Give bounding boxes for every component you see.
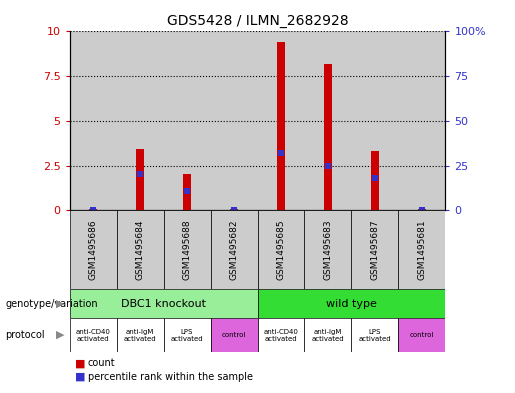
Title: GDS5428 / ILMN_2682928: GDS5428 / ILMN_2682928 xyxy=(167,14,348,28)
Bar xyxy=(258,289,445,318)
Text: anti-CD40
activated: anti-CD40 activated xyxy=(76,329,110,342)
Text: GSM1495687: GSM1495687 xyxy=(370,219,380,280)
Text: control: control xyxy=(222,332,246,338)
Bar xyxy=(211,31,258,210)
Text: GSM1495683: GSM1495683 xyxy=(323,219,333,280)
Text: percentile rank within the sample: percentile rank within the sample xyxy=(88,372,252,382)
Text: control: control xyxy=(410,332,434,338)
Bar xyxy=(116,318,164,352)
Point xyxy=(418,207,426,213)
Bar xyxy=(70,289,258,318)
Point xyxy=(230,207,238,213)
Bar xyxy=(399,210,445,289)
Bar xyxy=(70,31,116,210)
Text: count: count xyxy=(88,358,115,368)
Bar xyxy=(399,31,445,210)
Bar xyxy=(211,318,258,352)
Bar xyxy=(277,42,285,210)
Text: ▶: ▶ xyxy=(56,330,64,340)
Point xyxy=(136,171,144,178)
Text: GSM1495681: GSM1495681 xyxy=(418,219,426,280)
Text: GSM1495685: GSM1495685 xyxy=(277,219,285,280)
Point xyxy=(324,162,332,169)
Text: GSM1495682: GSM1495682 xyxy=(230,219,238,280)
Text: DBC1 knockout: DBC1 knockout xyxy=(121,299,206,309)
Bar xyxy=(304,31,352,210)
Text: protocol: protocol xyxy=(5,330,45,340)
Text: anti-IgM
activated: anti-IgM activated xyxy=(312,329,345,342)
Bar xyxy=(258,210,304,289)
Text: GSM1495688: GSM1495688 xyxy=(182,219,192,280)
Bar xyxy=(230,209,238,210)
Bar xyxy=(371,151,379,210)
Text: ■: ■ xyxy=(75,372,85,382)
Bar xyxy=(136,149,144,210)
Bar xyxy=(89,209,97,210)
Bar xyxy=(304,210,352,289)
Bar xyxy=(211,210,258,289)
Bar xyxy=(304,318,352,352)
Point xyxy=(183,187,191,194)
Bar xyxy=(116,31,164,210)
Text: ■: ■ xyxy=(75,358,85,368)
Point xyxy=(371,175,379,181)
Bar xyxy=(324,64,332,210)
Bar xyxy=(164,318,211,352)
Bar xyxy=(352,31,399,210)
Text: genotype/variation: genotype/variation xyxy=(5,299,98,309)
Text: ▶: ▶ xyxy=(56,299,64,309)
Bar xyxy=(164,210,211,289)
Bar xyxy=(399,318,445,352)
Text: anti-CD40
activated: anti-CD40 activated xyxy=(264,329,298,342)
Bar xyxy=(164,31,211,210)
Bar xyxy=(70,318,116,352)
Text: GSM1495684: GSM1495684 xyxy=(135,219,145,280)
Bar xyxy=(258,31,304,210)
Text: anti-IgM
activated: anti-IgM activated xyxy=(124,329,157,342)
Point xyxy=(89,207,97,213)
Point xyxy=(277,150,285,156)
Bar xyxy=(352,210,399,289)
Text: wild type: wild type xyxy=(326,299,377,309)
Text: LPS
activated: LPS activated xyxy=(170,329,203,342)
Bar xyxy=(418,209,426,210)
Text: GSM1495686: GSM1495686 xyxy=(89,219,97,280)
Bar xyxy=(258,318,304,352)
Text: LPS
activated: LPS activated xyxy=(358,329,391,342)
Bar xyxy=(116,210,164,289)
Bar xyxy=(70,210,116,289)
Bar xyxy=(352,318,399,352)
Bar xyxy=(183,174,191,210)
